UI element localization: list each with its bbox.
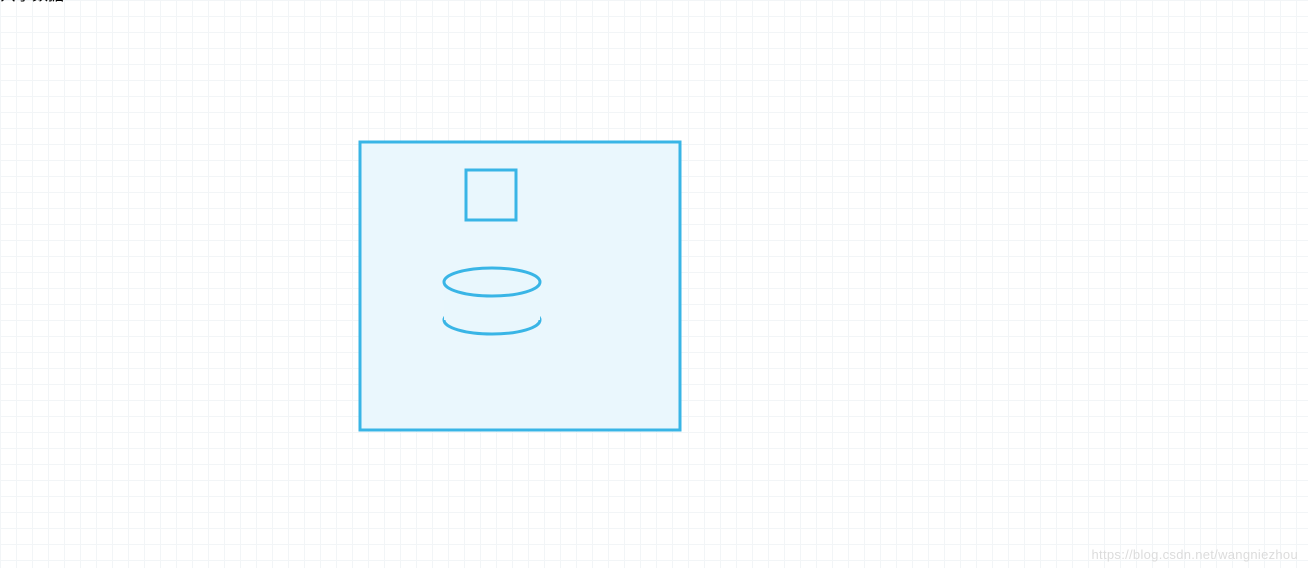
inner-square <box>466 170 516 220</box>
inner-cylinder <box>444 268 540 334</box>
shared-label: 共享数据 <box>0 0 64 4</box>
inner-cylinder-top <box>444 268 540 296</box>
watermark-text: https://blog.csdn.net/wangniezhou <box>1092 547 1298 562</box>
diagram-svg: /data/web —> /containers/data/web NS1 NS… <box>0 0 1308 568</box>
